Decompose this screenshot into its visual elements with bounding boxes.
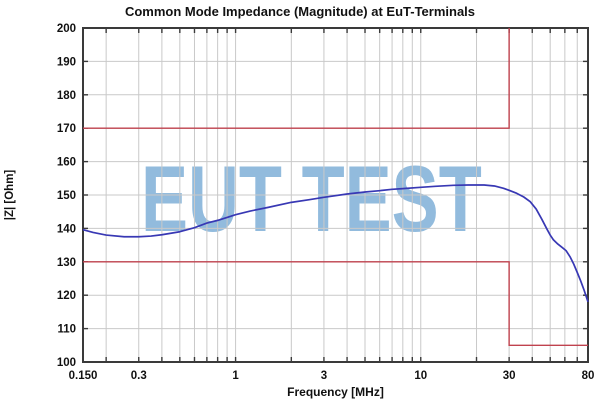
plot-frame bbox=[82, 27, 589, 363]
y-tick-label: 170 bbox=[57, 123, 76, 135]
y-tick-label: 100 bbox=[57, 357, 76, 369]
x-tick-label: 80 bbox=[582, 370, 595, 382]
y-tick-label: 200 bbox=[57, 23, 76, 35]
y-tick-label: 140 bbox=[57, 223, 76, 235]
y-tick-label: 180 bbox=[57, 90, 76, 102]
x-tick-label: 0.3 bbox=[131, 370, 147, 382]
common-mode-impedance bbox=[82, 184, 589, 303]
y-tick-label: 160 bbox=[57, 157, 76, 169]
y-tick-label: 110 bbox=[57, 324, 76, 336]
upper-limit-line bbox=[83, 28, 510, 129]
x-axis-label: Frequency [MHz] bbox=[287, 385, 384, 399]
x-tick-label: 0.150 bbox=[69, 370, 98, 382]
y-tick-label: 120 bbox=[57, 290, 76, 302]
x-tick-label: 1 bbox=[232, 370, 239, 382]
x-tick-label: 3 bbox=[321, 370, 327, 382]
y-tick-label: 190 bbox=[57, 56, 76, 68]
lower-limit-line bbox=[83, 261, 588, 346]
x-tick-label: 30 bbox=[503, 370, 516, 382]
chart-title: Common Mode Impedance (Magnitude) at EuT… bbox=[124, 4, 476, 19]
y-tick-label: 130 bbox=[57, 257, 76, 269]
x-tick-label: 10 bbox=[414, 370, 427, 382]
y-tick-label: 150 bbox=[57, 190, 76, 202]
